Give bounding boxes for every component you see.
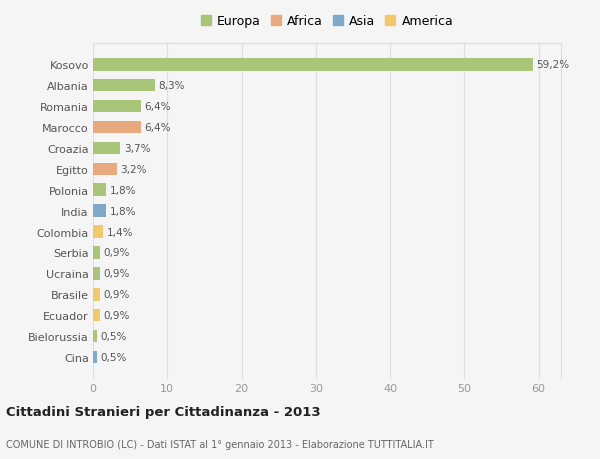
Text: 6,4%: 6,4% [144, 102, 171, 112]
Text: 6,4%: 6,4% [144, 123, 171, 133]
Bar [93, 59, 533, 71]
Bar [93, 122, 140, 134]
Text: 0,9%: 0,9% [103, 310, 130, 320]
Bar [93, 268, 100, 280]
Bar [93, 184, 106, 196]
Text: 0,5%: 0,5% [100, 352, 127, 362]
Bar [93, 246, 100, 259]
Bar [93, 163, 117, 176]
Text: 8,3%: 8,3% [158, 81, 185, 91]
Text: COMUNE DI INTROBIO (LC) - Dati ISTAT al 1° gennaio 2013 - Elaborazione TUTTITALI: COMUNE DI INTROBIO (LC) - Dati ISTAT al … [6, 440, 434, 449]
Bar [93, 80, 155, 92]
Bar [93, 142, 121, 155]
Bar [93, 288, 100, 301]
Bar [93, 101, 140, 113]
Text: 3,2%: 3,2% [121, 164, 147, 174]
Text: 0,5%: 0,5% [100, 331, 127, 341]
Bar [93, 351, 97, 364]
Bar [93, 226, 103, 238]
Text: 1,8%: 1,8% [110, 206, 137, 216]
Legend: Europa, Africa, Asia, America: Europa, Africa, Asia, America [198, 13, 456, 31]
Bar [93, 330, 97, 342]
Text: 0,9%: 0,9% [103, 248, 130, 258]
Bar [93, 205, 106, 218]
Text: 0,9%: 0,9% [103, 290, 130, 300]
Text: 59,2%: 59,2% [536, 60, 569, 70]
Text: 3,7%: 3,7% [124, 144, 151, 154]
Text: 1,4%: 1,4% [107, 227, 134, 237]
Text: Cittadini Stranieri per Cittadinanza - 2013: Cittadini Stranieri per Cittadinanza - 2… [6, 405, 320, 419]
Text: 1,8%: 1,8% [110, 185, 137, 195]
Bar [93, 309, 100, 322]
Text: 0,9%: 0,9% [103, 269, 130, 279]
